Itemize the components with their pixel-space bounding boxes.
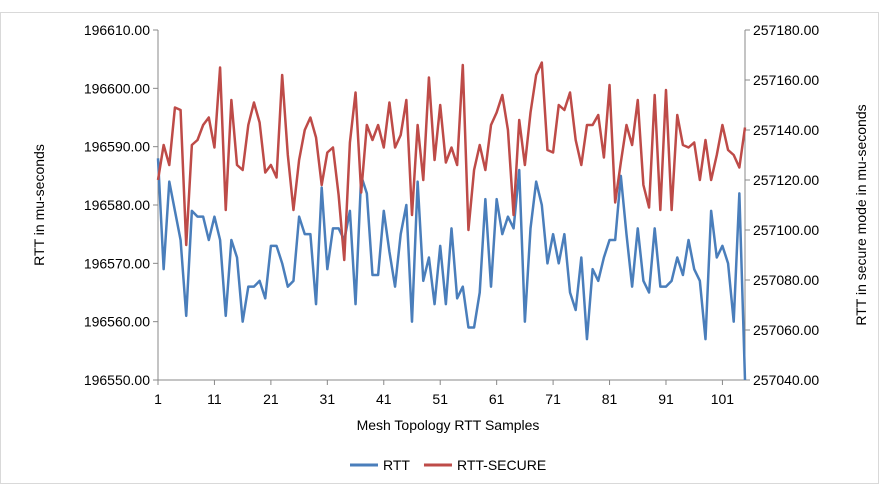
y2-tick-label: 257140.00 (753, 122, 819, 138)
series-line (156, 158, 747, 381)
x-tick-label: 61 (489, 391, 505, 407)
x-tick-label: 41 (376, 391, 392, 407)
y-axis-title: RTT in mu-seconds (31, 144, 47, 266)
y2-tick-label: 257040.00 (753, 372, 819, 388)
x-tick-label: 31 (320, 391, 336, 407)
y-tick-label: 196580.00 (84, 197, 150, 213)
y-tick-label: 196570.00 (84, 255, 150, 271)
x-tick-label: 1 (154, 391, 162, 407)
x-tick-label: 51 (432, 391, 448, 407)
y-tick-label: 196600.00 (84, 80, 150, 96)
y2-tick-label: 257180.00 (753, 22, 819, 38)
y-tick-label: 196610.00 (84, 22, 150, 38)
y2-tick-label: 257160.00 (753, 72, 819, 88)
y-tick-label: 196560.00 (84, 314, 150, 330)
series-line (156, 61, 747, 262)
y2-tick-label: 257120.00 (753, 172, 819, 188)
x-tick-label: 21 (263, 391, 279, 407)
x-axis-title: Mesh Topology RTT Samples (357, 417, 540, 433)
y2-tick-label: 257080.00 (753, 272, 819, 288)
y2-tick-label: 257060.00 (753, 322, 819, 338)
x-tick-label: 91 (658, 391, 674, 407)
x-tick-label: 81 (602, 391, 618, 407)
x-tick-label: 71 (545, 391, 561, 407)
y-tick-label: 196550.00 (84, 372, 150, 388)
legend-label: RTT (383, 457, 410, 473)
x-tick-label: 101 (711, 391, 735, 407)
y-tick-label: 196590.00 (84, 139, 150, 155)
legend-label: RTT-SECURE (457, 457, 546, 473)
y2-tick-label: 257100.00 (753, 222, 819, 238)
x-tick-label: 11 (207, 391, 222, 407)
y2-axis-title: RTT in secure mode in mu-seconds (853, 104, 869, 325)
